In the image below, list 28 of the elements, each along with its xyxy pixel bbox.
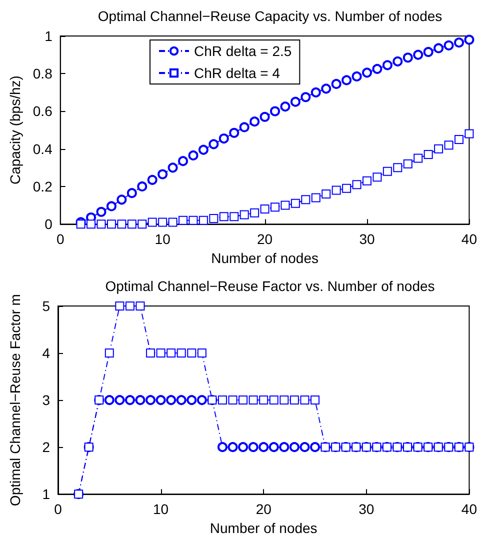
- y-tick-label: 3: [42, 392, 50, 408]
- x-tick-label: 30: [359, 231, 375, 248]
- y-tick-label: 0.8: [32, 66, 53, 82]
- y-tick-label: 0.6: [32, 103, 53, 120]
- y-tick-label: 2: [42, 439, 50, 456]
- x-tick-label: 10: [153, 501, 169, 518]
- legend-label: ChR delta = 4: [194, 65, 280, 81]
- y-tick-label: 4: [42, 345, 50, 362]
- y-tick-label: 0.4: [32, 140, 53, 157]
- x-tick-label: 0: [56, 231, 64, 248]
- y-tick-label: 1: [42, 486, 50, 502]
- chart-title: Optimal Channel−Reuse Capacity vs. Number of nodes: [98, 8, 442, 24]
- y-tick-label: 0.2: [32, 178, 53, 194]
- x-tick-label: 30: [358, 501, 374, 518]
- y-tick-label: 0: [44, 216, 53, 232]
- x-tick-label: 20: [256, 501, 272, 518]
- y-tick-label: 1: [44, 28, 53, 44]
- y-tick-label: 5: [42, 298, 50, 314]
- x-tick-label: 10: [154, 231, 171, 248]
- y-axis-title: Optimal Channel−Reuse Factor m: [7, 294, 23, 506]
- x-tick-label: 20: [257, 231, 273, 248]
- legend-label: ChR delta = 2.5: [194, 43, 292, 59]
- x-axis-title: Number of nodes: [210, 520, 318, 536]
- x-tick-label: 40: [461, 501, 478, 518]
- y-axis-title: Capacity (bps/hz): [7, 76, 23, 185]
- x-axis-title: Number of nodes: [211, 250, 318, 266]
- chart-title: Optimal Channel−Reuse Factor vs. Number of nodes: [105, 278, 435, 294]
- x-tick-label: 40: [461, 231, 478, 248]
